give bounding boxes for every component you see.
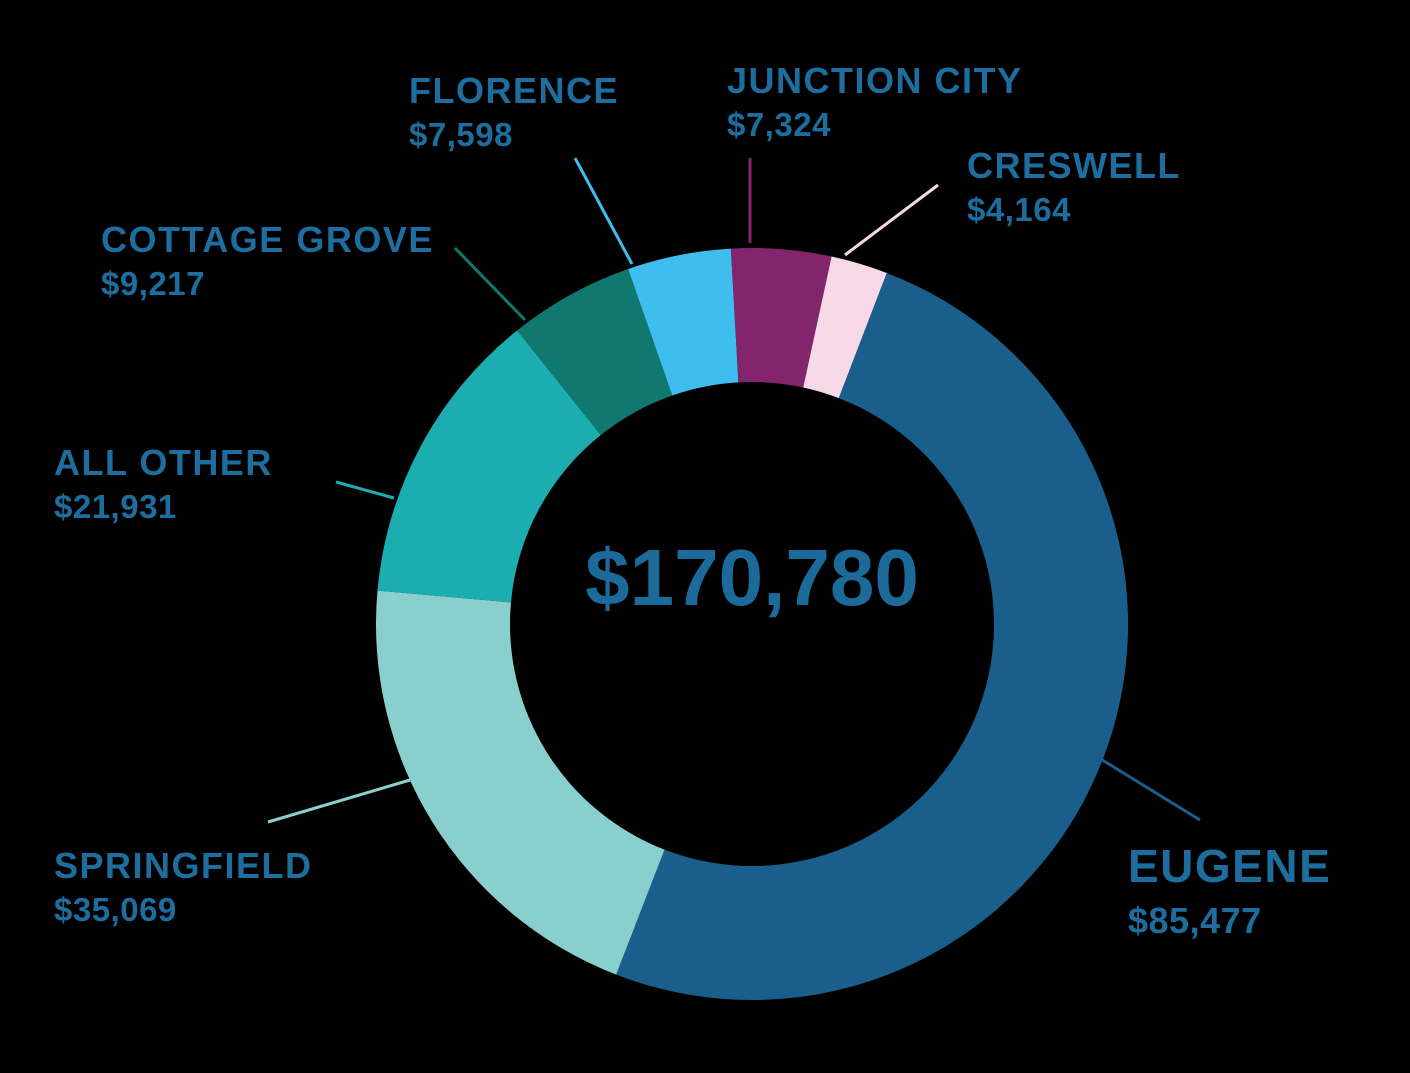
label-junction-city-value: $7,324 (727, 106, 831, 143)
slice-florence (628, 248, 739, 396)
label-eugene-name: EUGENE (1128, 840, 1332, 892)
leader-line-eugene (1054, 729, 1201, 822)
label-junction-city: JUNCTION CITY $7,324 (727, 60, 1023, 143)
total-value: $170,780 (585, 533, 919, 622)
slice-eugene (616, 272, 1129, 1001)
label-florence: FLORENCE $7,598 (409, 70, 619, 153)
label-springfield-name: SPRINGFIELD (54, 845, 313, 886)
label-cottage-grove-value: $9,217 (101, 265, 205, 302)
leader-line-florence (573, 157, 634, 265)
slice-springfield (375, 590, 665, 975)
label-creswell-name: CRESWELL (967, 145, 1181, 186)
label-springfield-value: $35,069 (54, 891, 177, 928)
leader-line-cottage-grove (453, 246, 527, 322)
label-all-other-name: ALL OTHER (54, 442, 273, 483)
label-all-other-value: $21,931 (54, 488, 177, 525)
slice-cottage-grove (517, 268, 673, 436)
leader-line-all-other (335, 480, 395, 500)
label-creswell: CRESWELL $4,164 (967, 145, 1181, 228)
leader-line-springfield (267, 778, 411, 824)
label-junction-city-name: JUNCTION CITY (727, 60, 1023, 101)
slice-junction-city (730, 248, 832, 388)
label-cottage-grove-name: COTTAGE GROVE (101, 219, 434, 260)
label-creswell-value: $4,164 (967, 191, 1071, 228)
leader-line-creswell (844, 183, 939, 257)
label-all-other: ALL OTHER $21,931 (54, 442, 273, 525)
label-eugene-value: $85,477 (1128, 900, 1262, 941)
slice-creswell (803, 256, 887, 399)
label-florence-name: FLORENCE (409, 70, 619, 111)
label-springfield: SPRINGFIELD $35,069 (54, 845, 313, 928)
label-eugene: EUGENE $85,477 (1128, 843, 1331, 939)
label-florence-value: $7,598 (409, 116, 513, 153)
slice-all-other (377, 330, 601, 603)
label-cottage-grove: COTTAGE GROVE $9,217 (101, 219, 434, 302)
